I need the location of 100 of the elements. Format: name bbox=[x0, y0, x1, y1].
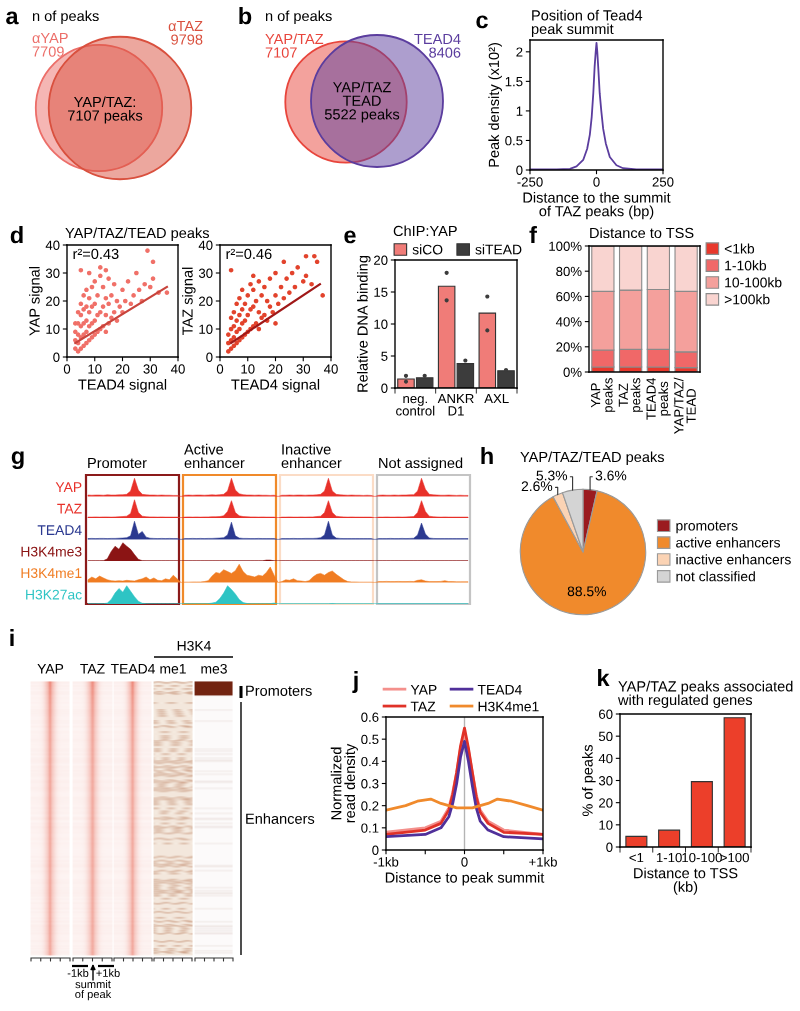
series-label: H3K4me1 bbox=[21, 568, 82, 579]
category-label: me3 bbox=[201, 663, 227, 674]
category-label: TAZ bbox=[80, 664, 105, 674]
chart-subtitle: Position of Tead4 peak summit bbox=[531, 9, 643, 37]
y-axis-title: TAZ signal bbox=[182, 267, 196, 335]
y-tick-label: 60 bbox=[599, 709, 613, 719]
series-label: H3K4me3 bbox=[21, 546, 82, 557]
x-axis-title: Distance to peak summit bbox=[385, 872, 545, 886]
legend-label: inactive enhancers bbox=[676, 554, 791, 565]
x-tick-label: 0 bbox=[63, 364, 71, 374]
category-label: TEAD4 bbox=[414, 33, 461, 44]
y-tick-label: 15 bbox=[374, 287, 388, 297]
y-tick-label: 0 bbox=[606, 842, 613, 852]
x-tick-label: 20 bbox=[115, 364, 130, 374]
y-tick-label: 40% bbox=[555, 317, 582, 327]
x-tick-label: 250 bbox=[652, 177, 674, 187]
x-tick-label: <1 bbox=[629, 853, 644, 863]
y-axis-title: Normalized read density bbox=[330, 743, 358, 823]
legend-label: not classified bbox=[676, 571, 755, 582]
annotation: r²=0.46 bbox=[226, 248, 272, 260]
chart-title: k bbox=[598, 668, 610, 687]
legend-label: siTEAD bbox=[475, 244, 522, 255]
y-tick-label: 40 bbox=[45, 240, 60, 250]
text: +1kb bbox=[96, 968, 120, 977]
y-tick-label: 2 bbox=[516, 47, 523, 57]
x-tick-label: 10-100 bbox=[682, 852, 722, 863]
x-tick-label: >100 bbox=[720, 852, 749, 863]
x-tick-label: 40 bbox=[323, 364, 338, 374]
x-tick-label: YAP/TAZ/ TEAD bbox=[673, 377, 696, 434]
legend-label: YAP bbox=[410, 684, 437, 695]
y-tick-label: 60% bbox=[556, 291, 582, 302]
data-label: 8406 bbox=[429, 47, 461, 58]
y-tick-label: 30 bbox=[198, 268, 213, 278]
series-label: TEAD4 bbox=[37, 525, 82, 535]
series-label: H3K27ac bbox=[26, 589, 82, 600]
legend-label: active enhancers bbox=[676, 537, 781, 548]
chart-subtitle: YAP/TAZ peaks associated with regulated genes bbox=[617, 680, 793, 708]
x-tick-label: 10 bbox=[88, 364, 102, 374]
y-tick-label: 10 bbox=[199, 324, 213, 334]
bar bbox=[625, 835, 648, 847]
y-tick-label: 50 bbox=[598, 731, 613, 742]
y-tick-label: 10 bbox=[599, 820, 613, 830]
text: H3K4 bbox=[177, 640, 211, 651]
x-axis-title: Distance to the summit of TAZ peaks (bp) bbox=[523, 192, 671, 220]
y-tick-label: 0.5 bbox=[505, 136, 523, 146]
series-label: YAP bbox=[55, 482, 82, 492]
chart-subtitle: YAP/TAZ/TEAD peaks bbox=[65, 227, 210, 241]
chart-title: d bbox=[10, 226, 23, 244]
data-label: 3.6% bbox=[595, 470, 627, 481]
data-label: 5.3% bbox=[536, 470, 568, 481]
category-label: YAP/TAZ bbox=[265, 33, 324, 45]
chart-title: j bbox=[352, 670, 358, 694]
bar bbox=[658, 829, 681, 847]
x-tick-label: YAP peaks bbox=[591, 378, 616, 412]
y-tick-label: 100% bbox=[549, 241, 582, 251]
category-label: αTAZ bbox=[168, 20, 203, 32]
y-tick-label: 20 bbox=[599, 798, 613, 808]
pie-slice bbox=[519, 490, 647, 616]
annotation: r²=0.43 bbox=[73, 248, 119, 260]
x-tick-label: 40 bbox=[170, 364, 185, 374]
y-axis-title: Peak density (x10²) bbox=[488, 43, 502, 167]
legend-label: siCO bbox=[412, 244, 443, 255]
y-tick-label: 80% bbox=[556, 266, 582, 277]
category-label: YAP bbox=[37, 664, 64, 674]
y-tick-label: 40 bbox=[198, 240, 213, 250]
y-tick-label: 0 bbox=[372, 845, 379, 855]
y-tick-label: 0.2 bbox=[361, 801, 379, 811]
y-tick-label: 20 bbox=[199, 296, 213, 306]
series-label: TAZ bbox=[57, 503, 82, 514]
y-tick-label: 20% bbox=[556, 342, 582, 352]
x-tick-label: 30 bbox=[296, 364, 311, 374]
category-label: αYAP bbox=[32, 32, 68, 44]
data-label: 7107 bbox=[265, 47, 297, 58]
chart-title: f bbox=[529, 226, 537, 244]
text: summit of peak bbox=[75, 980, 112, 1001]
y-tick-label: 0.6 bbox=[361, 712, 379, 722]
x-axis-title: Distance to TSS (kb) bbox=[634, 867, 738, 895]
x-tick-label: 30 bbox=[143, 364, 158, 374]
text: Promoters bbox=[246, 685, 312, 696]
text: a bbox=[6, 11, 19, 25]
chart-title: c bbox=[476, 15, 488, 29]
y-tick-label: 0 bbox=[53, 352, 60, 362]
text: n of peaks bbox=[265, 10, 332, 24]
bar bbox=[723, 717, 746, 847]
legend-label: 10-100kb bbox=[725, 277, 782, 288]
y-tick-label: 5 bbox=[381, 351, 388, 361]
text: TAZ bbox=[410, 701, 436, 712]
y-axis-title: YAP signal bbox=[29, 266, 43, 336]
category-label: TEAD4 bbox=[110, 664, 155, 674]
y-tick-label: 0% bbox=[563, 367, 582, 377]
category-label: me1 bbox=[160, 664, 186, 674]
x-axis-title: TEAD4 signal bbox=[231, 379, 320, 393]
y-tick-label: 0 bbox=[206, 352, 213, 362]
y-tick-label: 0.3 bbox=[361, 779, 379, 789]
chart-title: h bbox=[481, 446, 493, 465]
chart-title: e bbox=[344, 230, 356, 244]
legend-label: promoters bbox=[676, 521, 738, 534]
y-tick-label: 0.4 bbox=[361, 756, 379, 767]
text: i bbox=[10, 628, 14, 647]
y-tick-label: 30 bbox=[45, 268, 60, 278]
